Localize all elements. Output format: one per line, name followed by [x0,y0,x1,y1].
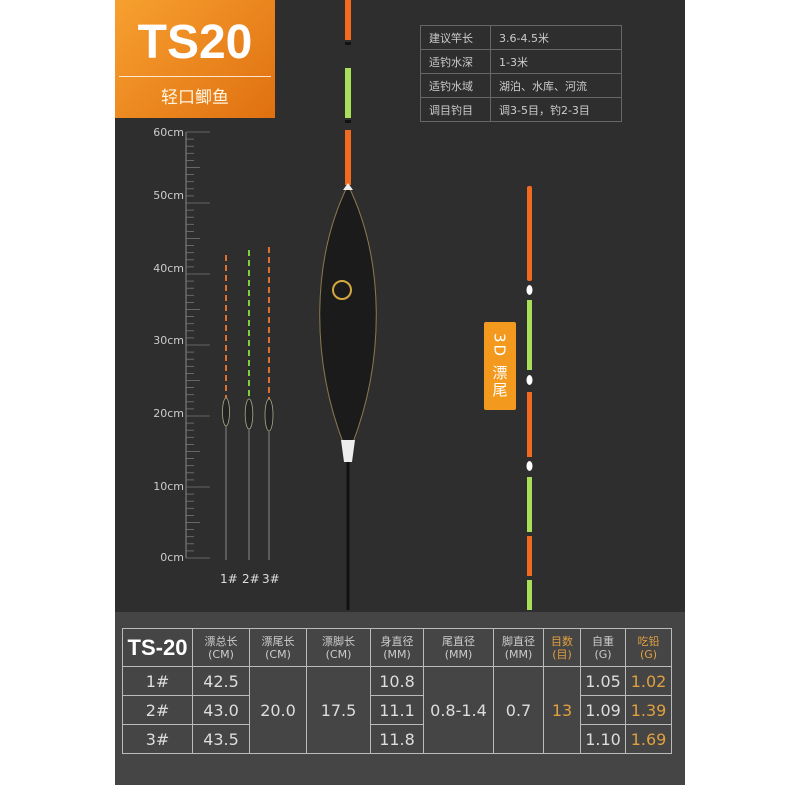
col-unit: (目) [552,647,572,661]
col-header: 身直径 (MM) [370,628,424,667]
col-header: 漂总长 (CM) [192,628,250,667]
spec-value: 调3-5目，钓2-3目 [490,97,622,122]
float-label: 2# [242,572,260,586]
col-unit: (MM) [444,647,473,661]
spec-row: 建议竿长 3.6-4.5米 [420,25,622,50]
cell: 3# [122,724,193,754]
col-header: 目数 (目) [543,628,581,667]
cell: 1.39 [625,695,672,725]
col-header: 漂脚长 (CM) [306,628,371,667]
brand-badge: TS20 轻口鲫鱼 [115,0,275,118]
col-header: 尾直径 (MM) [423,628,494,667]
cell: 43.0 [192,695,250,725]
ruler-label: 40cm [153,262,184,275]
col-name: 自重 [592,634,614,648]
spec-row: 调目钓目 调3-5目，钓2-3目 [420,97,622,122]
col-name: 漂尾长 [261,634,295,648]
col-name: 目数 [551,634,573,648]
col-header: 漂尾长 (CM) [249,628,307,667]
col-unit: (G) [639,647,658,661]
col-unit: (CM) [325,647,352,661]
tail-label: 3D 漂尾 [484,322,516,410]
cell: 1.02 [625,666,672,696]
spec-row: 适钓水深 1-3米 [420,49,622,74]
col-name: 漂脚长 [322,634,355,648]
table-row: 1# 42.5 20.0 17.5 10.8 0.8-1.4 0.7 13 1.… [122,666,672,754]
ruler-label: 60cm [153,126,184,139]
cell: 11.8 [370,724,424,754]
col-name: 尾直径 [442,634,475,648]
cell: 43.5 [192,724,250,754]
spec-label: 调目钓目 [420,97,491,122]
cell: 42.5 [192,666,250,696]
spec-row: 适钓水域 湖泊、水库、河流 [420,73,622,98]
spec-value: 1-3米 [490,49,622,74]
table-header-row: TS-20 漂总长 (CM) 漂尾长 (CM) 漂脚长 (CM) 身直径 (MM) 尾直… [122,628,672,667]
spec-label: 适钓水深 [420,49,491,74]
ruler-label: 30cm [153,334,184,347]
table-model: TS-20 [122,628,193,667]
col-header: 吃铅 (G) [625,628,672,667]
ruler-label: 0cm [160,551,184,564]
spec-value: 3.6-4.5米 [490,25,622,50]
col-unit: (CM) [265,647,291,661]
model-title: TS20 [137,16,253,69]
float-label: 3# [262,572,280,586]
col-name: 吃铅 [637,634,660,648]
cell: 20.0 [249,666,307,754]
cell: 1# [122,666,193,696]
col-header: 脚直径 (MM) [493,628,544,667]
ruler-label: 10cm [153,480,184,493]
cell: 0.7 [493,666,544,754]
col-unit: (CM) [208,647,234,661]
cell: 0.8-1.4 [423,666,494,754]
ruler-label: 20cm [153,407,184,420]
usage-spec-table: 建议竿长 3.6-4.5米 适钓水深 1-3米 适钓水域 湖泊、水库、河流 调目钓目调… [420,25,622,122]
cell: 1.10 [580,724,626,754]
col-unit: (MM) [504,647,533,661]
col-unit: (G) [594,647,612,661]
col-name: 身直径 [380,634,414,648]
col-unit: (MM) [383,647,411,661]
cell: 1.09 [580,695,626,725]
cell: 2# [122,695,193,725]
col-name: 漂总长 [204,634,238,648]
col-header: 自重 (G) [580,628,626,667]
cell: 10.8 [370,666,424,696]
spec-label: 建议竿长 [420,25,491,50]
table-row: 3# 43.5 11.8 1.10 1.69 [122,724,672,754]
float-label: 1# [220,572,238,586]
cell: 1.05 [580,666,626,696]
table-row: 2# 43.0 11.1 1.09 1.39 [122,695,672,725]
divider [119,76,271,77]
spec-label: 适钓水域 [420,73,491,98]
spec-table: TS-20 漂总长 (CM) 漂尾长 (CM) 漂脚长 (CM) 身直径 (MM) 尾直… [122,628,672,754]
cell: 1.69 [625,724,672,754]
ruler-label: 50cm [153,189,184,202]
cell: 17.5 [306,666,371,754]
model-subtitle: 轻口鲫鱼 [161,88,229,108]
col-name: 脚直径 [502,634,535,648]
cell: 11.1 [370,695,424,725]
cell: 13 [543,666,581,754]
spec-value: 湖泊、水库、河流 [490,73,622,98]
